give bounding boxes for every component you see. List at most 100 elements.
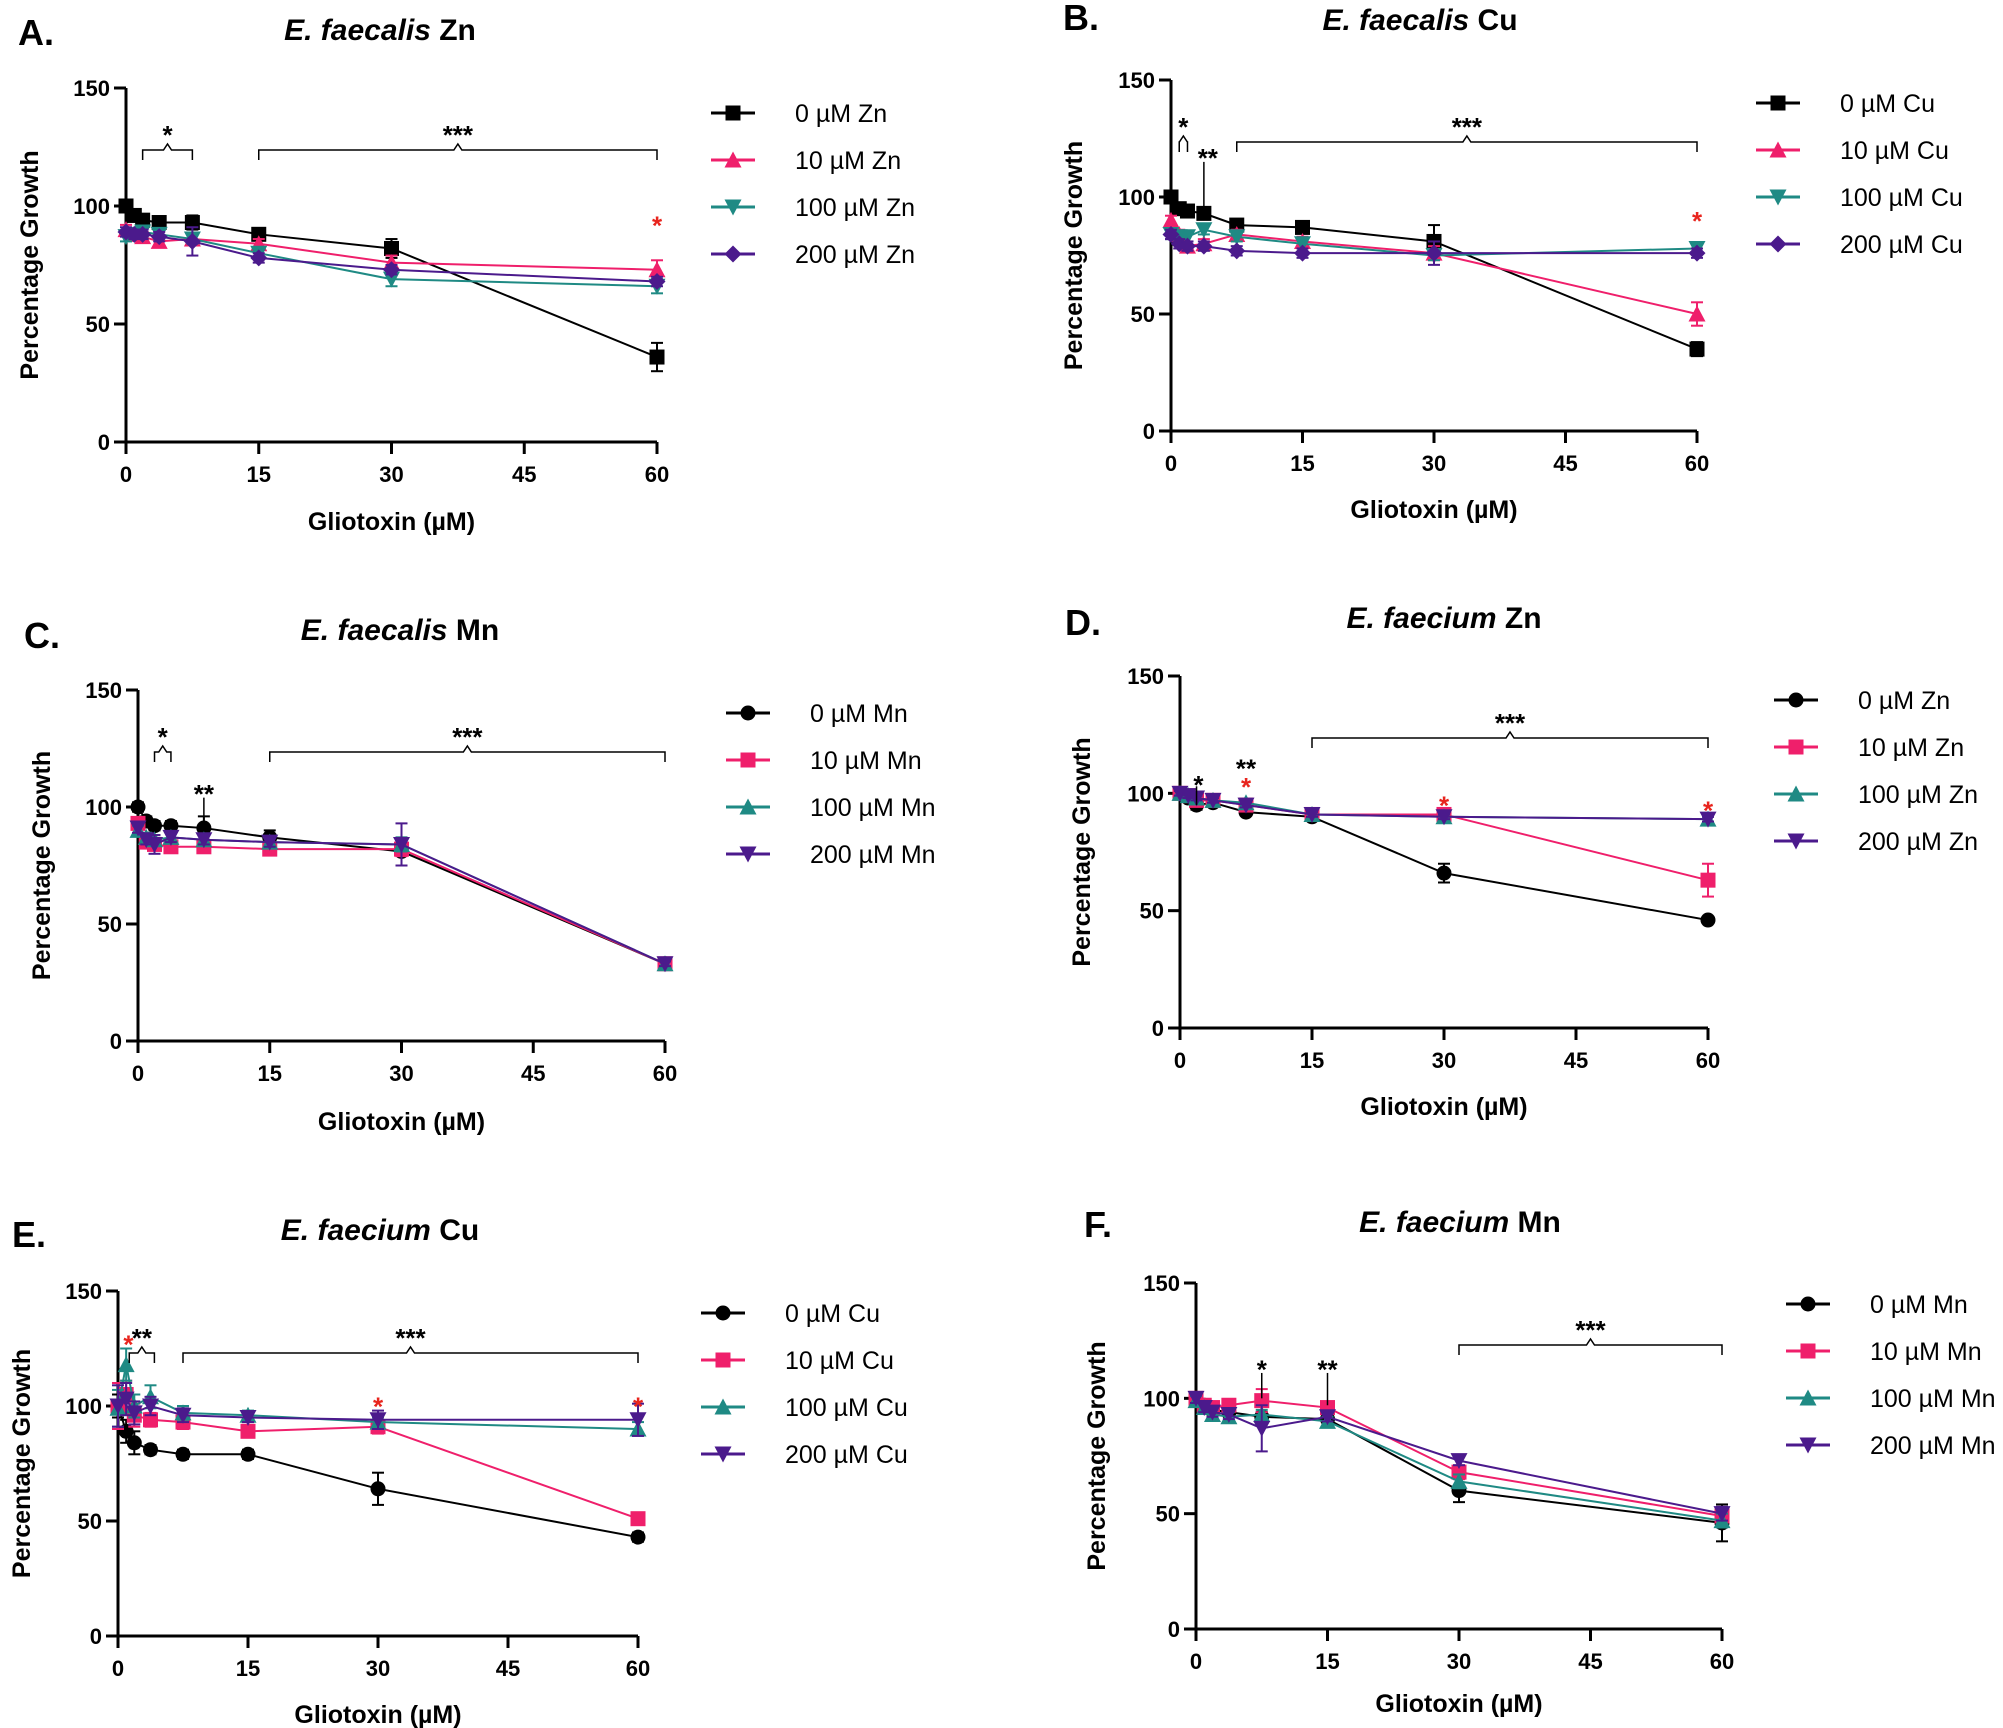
bracket-line	[258, 142, 658, 160]
bracket-line	[153, 744, 172, 762]
y-tick-label: 100	[1143, 1386, 1180, 1411]
data-point	[1204, 792, 1222, 809]
legend-marker	[1799, 1389, 1817, 1406]
bracket-label: ***	[1495, 708, 1526, 738]
legend-item: 200 µM Cu	[1756, 231, 1963, 259]
significance-star-red: *	[1439, 791, 1450, 821]
y-tick-label: 50	[98, 912, 122, 937]
x-tick-label: 30	[366, 1656, 390, 1681]
data-point	[240, 1446, 256, 1462]
data-point	[261, 834, 279, 851]
y-tick-label: 0	[98, 430, 110, 455]
x-tick-label: 45	[1564, 1048, 1588, 1073]
data-point	[649, 349, 665, 365]
legend-item: 10 µM Cu	[1756, 137, 1949, 165]
bracket-label: *	[1178, 112, 1189, 142]
data-point	[648, 273, 666, 291]
x-tick-label: 60	[645, 462, 669, 487]
data-point	[370, 1481, 386, 1497]
bracket-label: *	[162, 120, 173, 150]
significance-star-red: *	[1241, 772, 1252, 802]
data-point	[1295, 219, 1310, 235]
data-point	[117, 1356, 135, 1373]
bracket-line	[1236, 134, 1698, 152]
data-point	[125, 1405, 143, 1422]
x-tick-label: 15	[247, 462, 271, 487]
legend-item: 100 µM Zn	[711, 194, 915, 222]
data-point	[630, 1529, 646, 1545]
x-tick-label: 15	[1300, 1048, 1324, 1073]
data-point	[1228, 242, 1246, 260]
data-point	[1196, 205, 1212, 221]
x-tick-label: 60	[1696, 1048, 1720, 1073]
legend-marker	[1787, 833, 1805, 850]
legend-label: 10 µM Zn	[1858, 734, 1964, 762]
significance-star-red: *	[652, 211, 663, 241]
bracket-line	[128, 1345, 156, 1363]
data-point	[195, 832, 213, 849]
x-tick-label: 60	[653, 1061, 677, 1086]
significance-bracket: *	[141, 120, 194, 160]
panel-f: F. E. faecium Mn 0 50 100 150 0 15 30 45 60 Gliotox…	[1083, 1204, 1996, 1718]
chart-title-metal: Mn	[448, 614, 500, 647]
legend-marker	[1800, 1296, 1816, 1312]
data-point	[129, 820, 147, 837]
legend-marker	[714, 1398, 732, 1415]
data-point	[175, 1446, 191, 1462]
legend-item: 0 µM Zn	[711, 100, 887, 128]
legend-label: 10 µM Cu	[1840, 137, 1949, 165]
significance-bracket: ***	[1311, 708, 1709, 748]
legend-item: 100 µM Mn	[726, 794, 936, 822]
bracket-line	[1178, 134, 1189, 152]
data-point	[1713, 1506, 1731, 1523]
significance-bracket: *	[1178, 112, 1189, 152]
x-tick-label: 0	[1165, 451, 1177, 476]
data-point	[1203, 1404, 1221, 1421]
significance-star-red: *	[1692, 206, 1703, 236]
significance-star: **	[1317, 1354, 1338, 1384]
y-tick-label: 50	[86, 312, 110, 337]
legend-label: 0 µM Zn	[1858, 687, 1950, 715]
y-tick-label: 0	[1168, 1617, 1180, 1642]
y-tick-label: 100	[85, 795, 122, 820]
significance-star-red: *	[1703, 795, 1714, 825]
panel-d: D. E. faecium Zn 0 50 100 150 0 15 30 45 60 Gliotox…	[1065, 602, 1978, 1121]
bracket-label: ***	[1575, 1315, 1606, 1345]
data-point	[383, 261, 400, 279]
y-tick-label: 150	[65, 1279, 102, 1304]
data-point	[250, 249, 268, 267]
x-axis-label: Gliotoxin (µM)	[294, 1701, 461, 1728]
data-point	[1689, 341, 1705, 357]
data-point	[1237, 797, 1255, 814]
series-3	[117, 223, 666, 291]
legend-label: 10 µM Zn	[795, 147, 901, 175]
bracket-label: *	[158, 722, 169, 752]
x-tick-label: 0	[1190, 1649, 1202, 1674]
chart-title-metal: Cu	[431, 1214, 479, 1247]
legend-label: 0 µM Cu	[1840, 90, 1935, 118]
legend-label: 100 µM Zn	[795, 194, 915, 222]
data-point	[1253, 1420, 1271, 1437]
bracket-line	[141, 142, 194, 160]
bracket-label: ***	[395, 1323, 426, 1353]
legend-item: 0 µM Cu	[701, 1300, 880, 1328]
chart-title: E. faecalis Cu	[1322, 4, 1517, 37]
x-axis-label: Gliotoxin (µM)	[1350, 496, 1517, 524]
significance-bracket: ***	[269, 722, 666, 762]
legend-marker	[724, 199, 742, 216]
data-point	[1451, 1464, 1467, 1480]
data-point	[134, 225, 152, 243]
y-tick-label: 100	[1118, 185, 1155, 210]
legend-label: 200 µM Cu	[1840, 231, 1963, 259]
legend-item: 10 µM Zn	[1774, 734, 1964, 762]
x-tick-label: 30	[379, 462, 403, 487]
chart-title: E. faecium Mn	[1359, 1206, 1561, 1239]
data-point	[1179, 203, 1195, 219]
data-point	[629, 1412, 647, 1429]
data-point	[163, 818, 179, 834]
legend-marker	[1770, 95, 1786, 111]
legend-label: 100 µM Cu	[785, 1394, 908, 1422]
bracket-line	[182, 1345, 639, 1363]
panel-label: D.	[1065, 602, 1101, 643]
legend-item: 100 µM Mn	[1786, 1385, 1996, 1413]
